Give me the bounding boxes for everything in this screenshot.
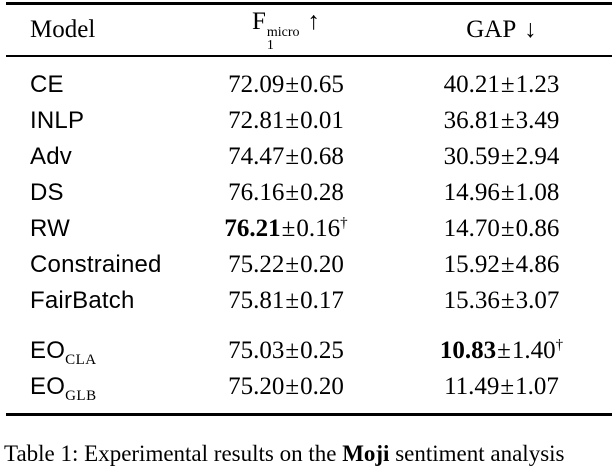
- caption-dataset-name: Moji: [342, 441, 390, 466]
- f1-superscript: micro: [266, 25, 300, 40]
- model-name: INLP: [30, 107, 85, 134]
- table-row: EOGLB 75.20±0.20 11.49±1.07: [6, 369, 612, 415]
- f1-mean: 76.21: [224, 215, 281, 242]
- gap-std: 1.40: [511, 337, 556, 364]
- plus-minus: ±: [285, 143, 300, 170]
- gap-mean: 30.59: [443, 143, 500, 170]
- gap-std: 2.94: [515, 143, 560, 170]
- gap-mean: 15.92: [443, 251, 500, 278]
- gap-mean: 14.96: [443, 179, 500, 206]
- f1-std: 0.25: [300, 337, 344, 364]
- table-row: EOCLA 75.03±0.25 10.83±1.40†: [6, 319, 612, 369]
- table-row: CE 72.09±0.65 40.21±1.23: [6, 56, 612, 103]
- gap-mean: 10.83: [439, 337, 497, 364]
- gap-mean: 15.36: [443, 287, 500, 314]
- model-subscript: CLA: [65, 352, 97, 368]
- plus-minus: ±: [500, 143, 515, 170]
- table-row: FairBatch 75.81±0.17 15.36±3.07: [6, 283, 612, 319]
- gap-std: 1.08: [515, 179, 560, 206]
- up-arrow-icon: ↑: [307, 8, 321, 35]
- plus-minus: ±: [285, 71, 300, 98]
- plus-minus: ±: [500, 251, 515, 278]
- gap-mean: 14.70: [443, 215, 500, 242]
- down-arrow-icon: ↓: [524, 16, 537, 43]
- f1-mean: 75.03: [228, 337, 285, 364]
- plus-minus: ±: [285, 251, 300, 278]
- plus-minus: ±: [500, 179, 515, 206]
- f1-std: 0.16: [296, 215, 341, 242]
- model-name: DS: [30, 179, 64, 206]
- table-row: Adv 74.47±0.68 30.59±2.94: [6, 139, 612, 175]
- f1-mean: 75.22: [228, 251, 285, 278]
- f1-std: 0.20: [300, 373, 344, 400]
- gap-std: 1.23: [515, 71, 560, 98]
- f1-scripts: micro 1: [266, 25, 300, 53]
- caption-suffix: sentiment analysis: [389, 441, 565, 466]
- plus-minus: ±: [285, 287, 300, 314]
- f1-std: 0.01: [300, 107, 344, 134]
- plus-minus: ±: [500, 373, 515, 400]
- gap-mean: 40.21: [443, 71, 500, 98]
- plus-minus: ±: [497, 337, 511, 364]
- f1-mean: 76.16: [228, 179, 285, 206]
- model-subscript: GLB: [65, 388, 97, 404]
- model-name: RW: [30, 215, 70, 242]
- plus-minus: ±: [285, 337, 300, 364]
- dagger-mark: †: [555, 337, 564, 353]
- plus-minus: ±: [500, 287, 515, 314]
- f1-mean: 75.81: [228, 287, 285, 314]
- gap-std: 4.86: [515, 251, 560, 278]
- f1-mean: 75.20: [228, 373, 285, 400]
- model-name: Adv: [30, 143, 72, 170]
- model-name: Constrained: [30, 251, 162, 278]
- caption-prefix: Table 1: Experimental results on the: [4, 441, 343, 466]
- gap-std: 3.07: [515, 287, 560, 314]
- table-row: INLP 72.81±0.01 36.81±3.49: [6, 103, 612, 139]
- f1-std: 0.28: [300, 179, 344, 206]
- gap-mean: 11.49: [444, 373, 500, 400]
- header-gap: GAP ↓: [391, 3, 612, 57]
- table-row: DS 76.16±0.28 14.96±1.08: [6, 175, 612, 211]
- model-name: EO: [30, 373, 66, 400]
- plus-minus: ±: [500, 71, 515, 98]
- f1-std: 0.65: [300, 71, 344, 98]
- plus-minus: ±: [281, 215, 296, 242]
- f1-mean: 72.09: [228, 71, 285, 98]
- model-name: CE: [30, 71, 64, 98]
- plus-minus: ±: [500, 107, 515, 134]
- f1-mean: 74.47: [228, 143, 285, 170]
- plus-minus: ±: [285, 179, 300, 206]
- f1-mean: 72.81: [228, 107, 285, 134]
- plus-minus: ±: [500, 215, 515, 242]
- gap-std: 3.49: [515, 107, 560, 134]
- f1-std: 0.68: [300, 143, 344, 170]
- table-row: RW 76.21±0.16† 14.70±0.86: [6, 211, 612, 247]
- gap-std: 1.07: [515, 373, 559, 400]
- table-row: Constrained 75.22±0.20 15.92±4.86: [6, 247, 612, 283]
- plus-minus: ±: [285, 107, 300, 134]
- plus-minus: ±: [285, 373, 300, 400]
- model-name: FairBatch: [30, 287, 135, 314]
- table-body: CE 72.09±0.65 40.21±1.23 INLP 72.81±0.01…: [6, 56, 612, 415]
- dagger-mark: †: [340, 215, 348, 231]
- f1-std: 0.20: [300, 251, 344, 278]
- header-model: Model: [6, 3, 181, 57]
- f1-subscript: 1: [266, 38, 274, 53]
- gap-label: GAP: [466, 16, 517, 43]
- model-name: EO: [30, 337, 66, 364]
- table-caption: Table 1: Experimental results on the Moj…: [4, 441, 614, 467]
- f1-std: 0.17: [300, 287, 344, 314]
- gap-mean: 36.81: [443, 107, 500, 134]
- f1-base: F: [251, 8, 266, 35]
- gap-std: 0.86: [515, 215, 560, 242]
